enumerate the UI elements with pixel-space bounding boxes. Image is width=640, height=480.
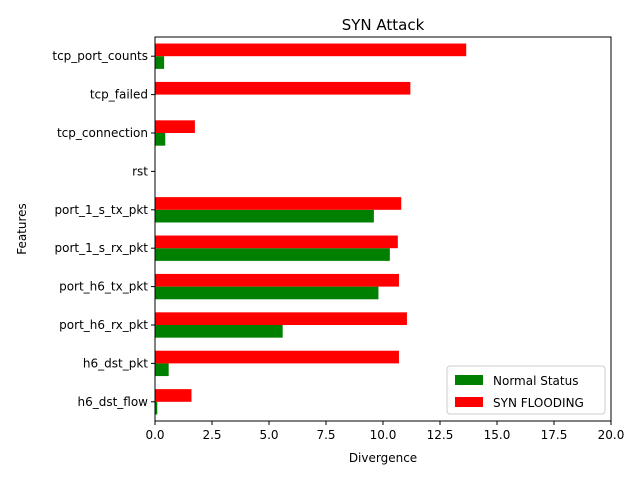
bar-syn-port_1_s_rx_pkt xyxy=(155,235,398,249)
bar-syn-tcp_connection xyxy=(155,120,195,133)
bar-syn-tcp_port_counts xyxy=(155,43,467,57)
bar-normal-port_h6_tx_pkt xyxy=(155,286,379,300)
bar-normal-h6_dst_pkt xyxy=(155,363,169,377)
x-tick-label: 20.0 xyxy=(598,428,625,442)
legend-box xyxy=(446,365,606,415)
y-axis-label: Features xyxy=(15,203,29,255)
y-tick-label: port_h6_rx_pkt xyxy=(59,318,148,332)
legend: Normal Status SYN FLOODING xyxy=(446,365,606,415)
y-tick-label: h6_dst_flow xyxy=(77,395,148,409)
bar-normal-port_1_s_tx_pkt xyxy=(155,209,374,223)
x-tick-label: 5.0 xyxy=(259,428,278,442)
y-tick-label: tcp_failed xyxy=(90,88,148,102)
bar-normal-port_h6_rx_pkt xyxy=(155,325,283,338)
bar-syn-port_1_s_tx_pkt xyxy=(155,197,402,210)
y-tick-label: rst xyxy=(132,164,148,178)
bar-normal-h6_dst_flow xyxy=(155,401,158,415)
x-tick-label: 10.0 xyxy=(370,428,397,442)
bar-syn-port_h6_tx_pkt xyxy=(155,273,399,287)
x-tick-label: 12.5 xyxy=(427,428,454,442)
legend-label: SYN FLOODING xyxy=(493,396,584,410)
bar-syn-h6_dst_pkt xyxy=(155,350,399,364)
legend-swatch xyxy=(455,375,483,385)
x-tick-label: 17.5 xyxy=(541,428,568,442)
x-tick-label: 15.0 xyxy=(484,428,511,442)
y-tick-label: tcp_connection xyxy=(57,126,148,140)
y-tick-label: tcp_port_counts xyxy=(52,49,148,63)
plot-area xyxy=(154,36,612,422)
legend-label: Normal Status xyxy=(493,374,578,388)
y-tick-label: h6_dst_pkt xyxy=(83,356,148,370)
x-tick-label: 0.0 xyxy=(145,428,164,442)
legend-swatch xyxy=(455,397,483,407)
x-axis-label: Divergence xyxy=(349,451,417,465)
y-tick-label: port_1_s_tx_pkt xyxy=(54,203,148,217)
bar-normal-port_1_s_rx_pkt xyxy=(155,248,390,261)
x-tick-label: 2.5 xyxy=(202,428,221,442)
bar-syn-h6_dst_flow xyxy=(155,389,192,402)
x-axis: 0.0 2.5 5.0 7.5 10.0 12.5 15.0 17.5 20.0 xyxy=(145,421,624,442)
bar-syn-port_h6_rx_pkt xyxy=(155,312,407,325)
y-axis: h6_dst_flow h6_dst_pkt port_h6_rx_pkt port_… xyxy=(52,49,155,409)
chart-title: SYN Attack xyxy=(342,16,425,34)
bar-normal-tcp_connection xyxy=(155,133,166,146)
y-tick-label: port_h6_tx_pkt xyxy=(59,280,148,294)
x-tick-label: 7.5 xyxy=(316,428,335,442)
bar-normal-tcp_port_counts xyxy=(155,56,165,69)
bar-syn-tcp_failed xyxy=(155,81,411,95)
y-tick-label: port_1_s_rx_pkt xyxy=(55,241,149,255)
